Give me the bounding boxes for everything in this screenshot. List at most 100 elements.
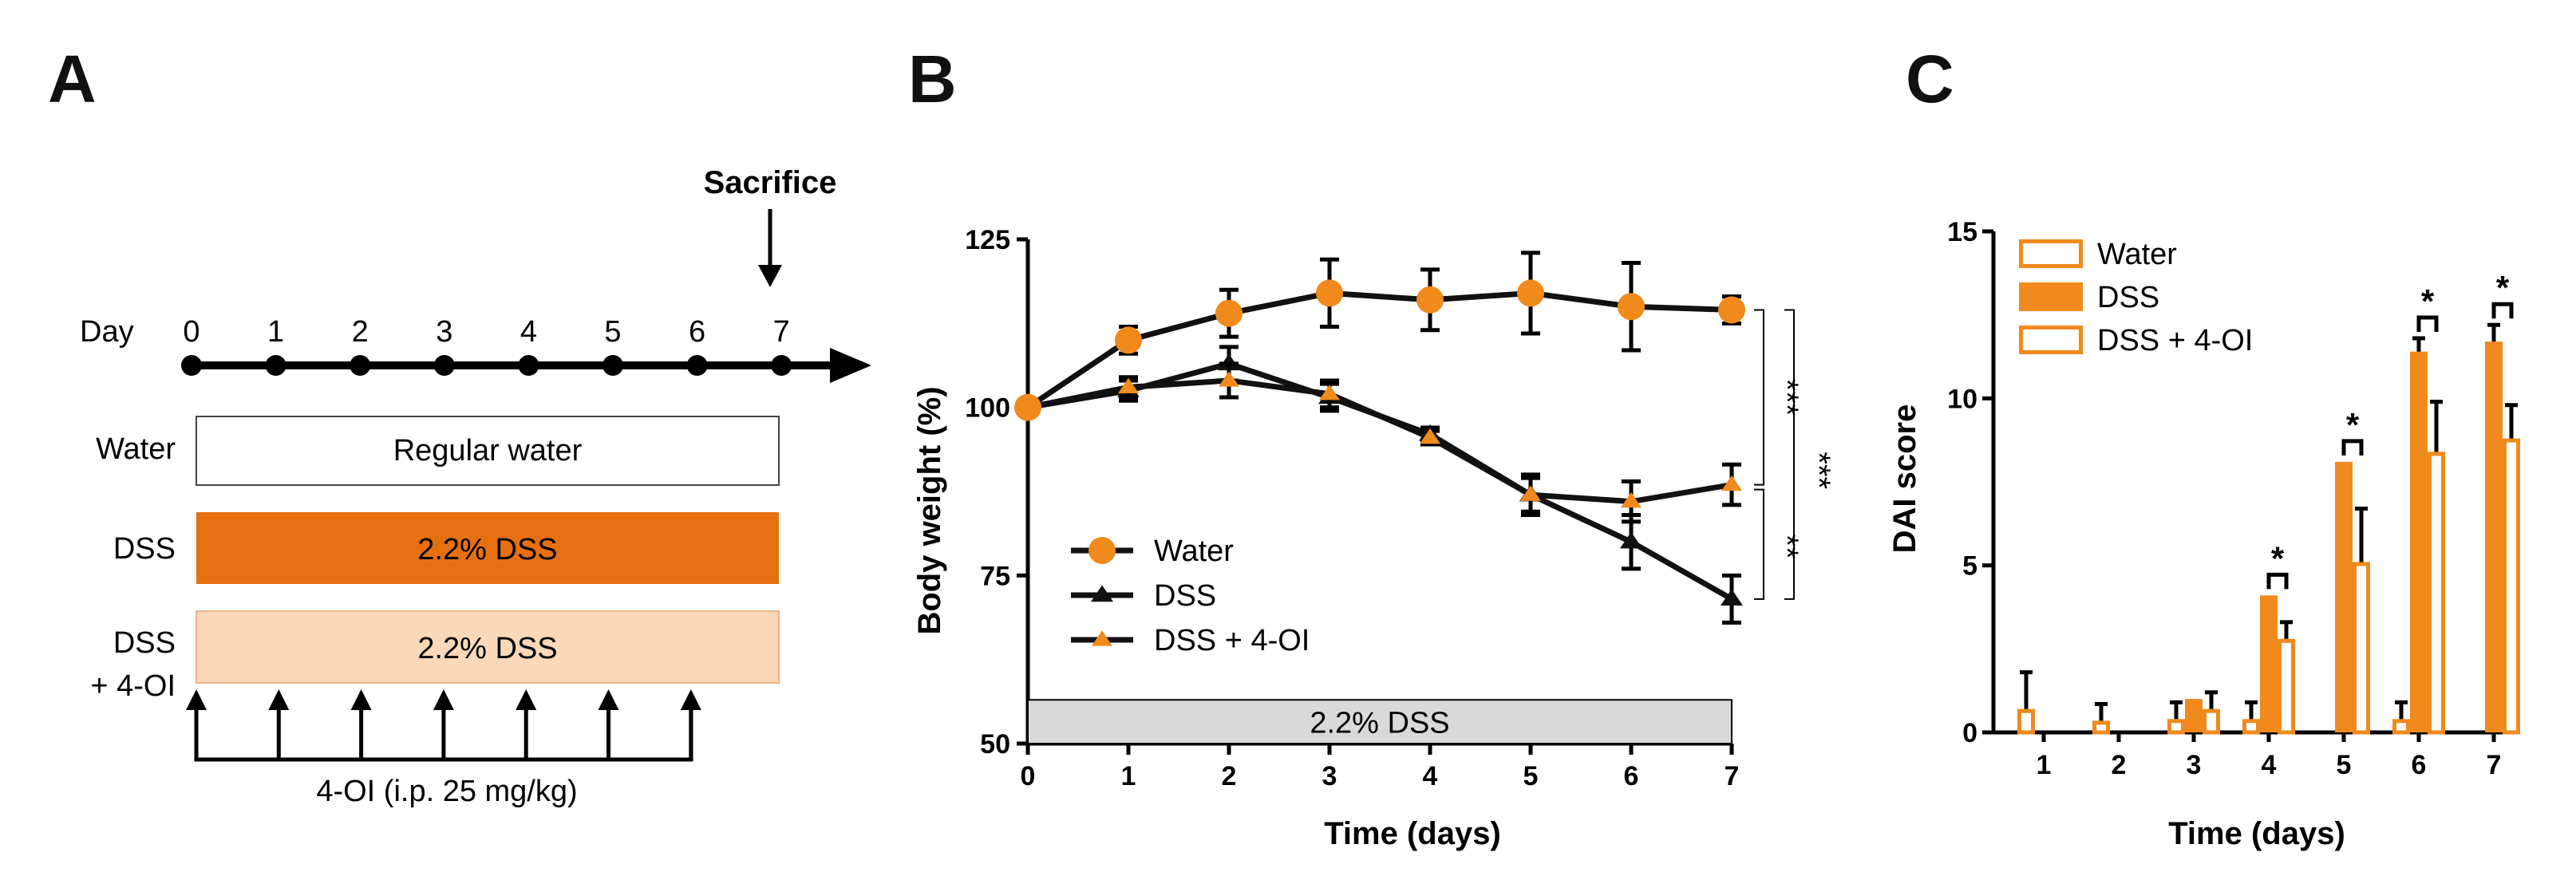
c-legend: Water DSS DSS + 4-OI [2019,238,2253,357]
c-y-tick-label-5: 5 [1962,551,1977,582]
c-y-tick-label-10: 10 [1947,384,1977,414]
day-label-2: 2 [352,315,369,349]
day-dot-2 [350,355,371,376]
c-sig-star-3: * [2496,269,2510,306]
b-significance: ******** [1754,309,1836,600]
b-legend-label-2: DSS + 4-OI [1154,624,1310,657]
c-legend-swatch-1 [2019,282,2083,311]
injection-arrows [186,689,701,760]
c-legend-label-1: DSS [2097,281,2159,314]
panel-c-dai-chart: C DAI score Time (days) 0 5 10 15 1 2 3 4 5 6 7 Wa… [1887,41,2520,851]
b-series-0 [1014,251,1745,421]
c-x-tick-label-3: 3 [2187,750,2202,780]
b-dss-period-bar [1027,699,1732,745]
c-sig-star-0: * [2271,539,2285,577]
c-x-tick-label-5: 5 [2337,750,2352,780]
water-bar-text: Regular water [393,434,583,468]
day-dot-0 [181,355,202,376]
day-label-4: 4 [520,315,537,349]
c-sig-star-2: * [2421,282,2435,320]
c-x-tick-label-6: 6 [2412,750,2427,780]
c-bar-2-6 [2503,438,2520,735]
b-series [1014,251,1745,625]
b-x-tick-label-3: 3 [1322,761,1337,791]
b-dss-period: 2.2% DSS [1027,699,1732,745]
b-x-tick-label-2: 2 [1222,761,1237,791]
b-series-line-0 [1026,290,1732,410]
day-dot-6 [686,355,708,376]
c-sig-bracket-3 [2491,302,2514,319]
b-x-tick-label-7: 7 [1725,761,1740,791]
day-dot-5 [603,355,623,376]
c-sig-bracket-0 [2266,572,2289,590]
row-label-water: Water [96,432,176,466]
b-point-2-5 [1520,485,1541,501]
b-dss-period-text: 2.2% DSS [1310,707,1449,740]
b-bracket-water-4oi [1754,309,1764,486]
b-bracket-water-dss [1784,309,1795,600]
panel-b-letter: B [908,41,957,116]
b-y-tick-label-100: 100 [965,393,1010,424]
panel-a-letter: A [48,41,97,116]
day-label-1: 1 [267,315,284,349]
b-x-tick-label-6: 6 [1624,761,1639,791]
b-point-2-3 [1319,385,1340,401]
c-x-tick-label-4: 4 [2262,750,2277,780]
c-bars [2017,322,2520,735]
c-x-tick-label-7: 7 [2487,750,2502,780]
b-y-axis-label: Body weight (%) [912,386,947,634]
c-bar-2-3 [2278,638,2295,735]
b-point-1-6 [1620,531,1642,549]
c-sig-bracket-2 [2416,315,2439,332]
b-legend-marker-1 [1091,585,1113,602]
b-bracket-4oi-dss [1754,488,1764,600]
dss-4oi-bar [196,610,780,684]
c-x-tick-label-2: 2 [2112,750,2127,780]
c-bar-2-4 [2353,562,2370,735]
day-dot-1 [265,355,286,376]
c-x-axis-label: Time (days) [2168,816,2345,851]
day-labels: 0 1 2 3 4 5 6 7 [183,315,789,349]
c-bar-0-0 [2017,708,2035,735]
b-legend-marker-0 [1088,537,1116,564]
dss-bar [196,512,779,584]
b-x-tick-label-0: 0 [1021,761,1036,791]
day-dot-4 [518,355,539,376]
b-point-0-0 [1014,393,1041,421]
b-series-line-2 [1027,377,1732,505]
b-point-2-4 [1420,428,1440,444]
injection-label: 4-OI (i.p. 25 mg/kg) [316,775,577,808]
b-point-1-7 [1721,589,1743,606]
c-bar-0-2 [2167,719,2185,735]
c-y-tick-label-0: 0 [1962,718,1977,748]
c-legend-label-0: Water [2097,238,2177,271]
c-legend-swatch-0 [2019,239,2083,268]
c-significance: * * * * [2266,269,2514,590]
panel-b-body-weight-chart: B Body weight (%) Time (days) 5075100125… [908,41,1836,851]
b-point-2-1 [1118,377,1139,393]
b-point-2-7 [1721,475,1742,491]
b-y-tick-label-75: 75 [980,561,1010,591]
b-y-tick-label-125: 125 [965,225,1010,255]
day-label-7: 7 [773,315,790,349]
injection-arrow-head-2 [350,689,372,710]
b-sig-water-dss: *** [1801,452,1836,489]
dss-4oi-bar-text: 2.2% DSS [417,632,557,665]
b-series-2 [1017,361,1742,524]
b-legend-label-0: Water [1154,535,1234,568]
b-point-2-6 [1621,491,1642,508]
b-point-2-2 [1219,371,1239,387]
row-label-dss-4oi-line2: + 4-OI [90,669,176,703]
c-legend-swatch-2 [2019,326,2083,354]
b-point-0-1 [1115,326,1142,354]
c-bar-1-5 [2410,351,2428,732]
c-bar-0-5 [2392,719,2410,735]
injection-arrow-head-5 [598,689,619,710]
b-legend-marker-2 [1092,630,1112,646]
c-sig-star-1: * [2346,406,2360,444]
b-point-0-2 [1215,299,1243,327]
b-point-0-6 [1618,293,1645,321]
injection-bracket [194,696,693,762]
c-bar-2-2 [2203,708,2220,735]
